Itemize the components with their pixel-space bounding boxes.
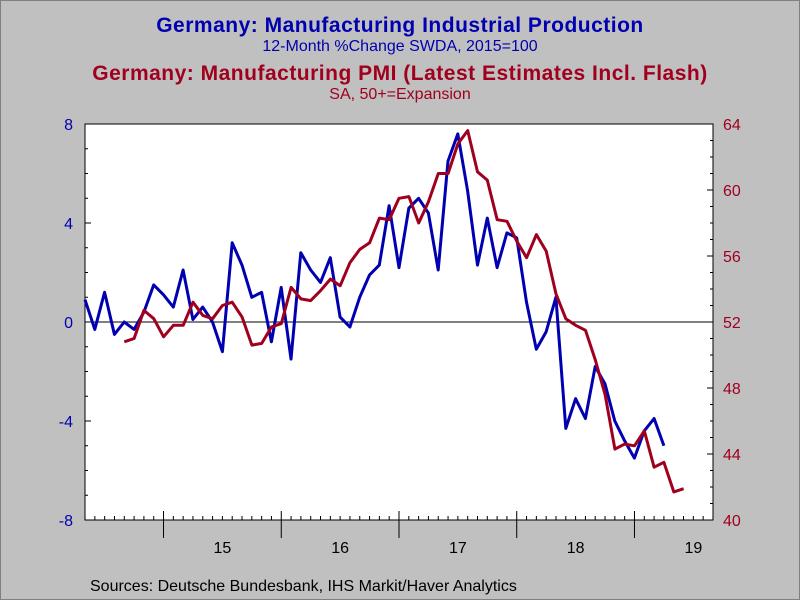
series-line-pmi	[123, 129, 685, 494]
left-axis-label: 8	[64, 117, 73, 134]
x-axis-year-label: 15	[213, 540, 231, 557]
x-axis-year-label: 16	[331, 540, 349, 557]
x-axis-year-label: 19	[684, 540, 702, 557]
left-axis-label: -8	[59, 513, 73, 530]
right-axis-label: 60	[723, 183, 741, 200]
right-axis-label: 40	[723, 513, 741, 530]
left-axis-label: 4	[64, 216, 73, 233]
x-axis-year-label: 17	[449, 540, 467, 557]
right-axis-label: 52	[723, 315, 741, 332]
chart-subtitle-2: SA, 50+=Expansion	[329, 86, 471, 103]
source-note: Sources: Deutsche Bundesbank, IHS Markit…	[90, 578, 517, 595]
right-axis-label: 64	[723, 117, 741, 134]
left-axis-label: 0	[64, 315, 73, 332]
series-line-industrial-production	[83, 132, 666, 460]
chart-subtitle-1: 12-Month %Change SWDA, 2015=100	[262, 38, 538, 55]
chart-title-2: Germany: Manufacturing PMI (Latest Estim…	[92, 62, 708, 85]
right-axis-label: 56	[723, 249, 741, 266]
right-axis-label: 44	[723, 447, 741, 464]
x-axis-year-label: 18	[567, 540, 585, 557]
right-axis-label: 48	[723, 381, 741, 398]
chart-title-1: Germany: Manufacturing Industrial Produc…	[156, 14, 644, 37]
left-axis-label: -4	[59, 414, 73, 431]
